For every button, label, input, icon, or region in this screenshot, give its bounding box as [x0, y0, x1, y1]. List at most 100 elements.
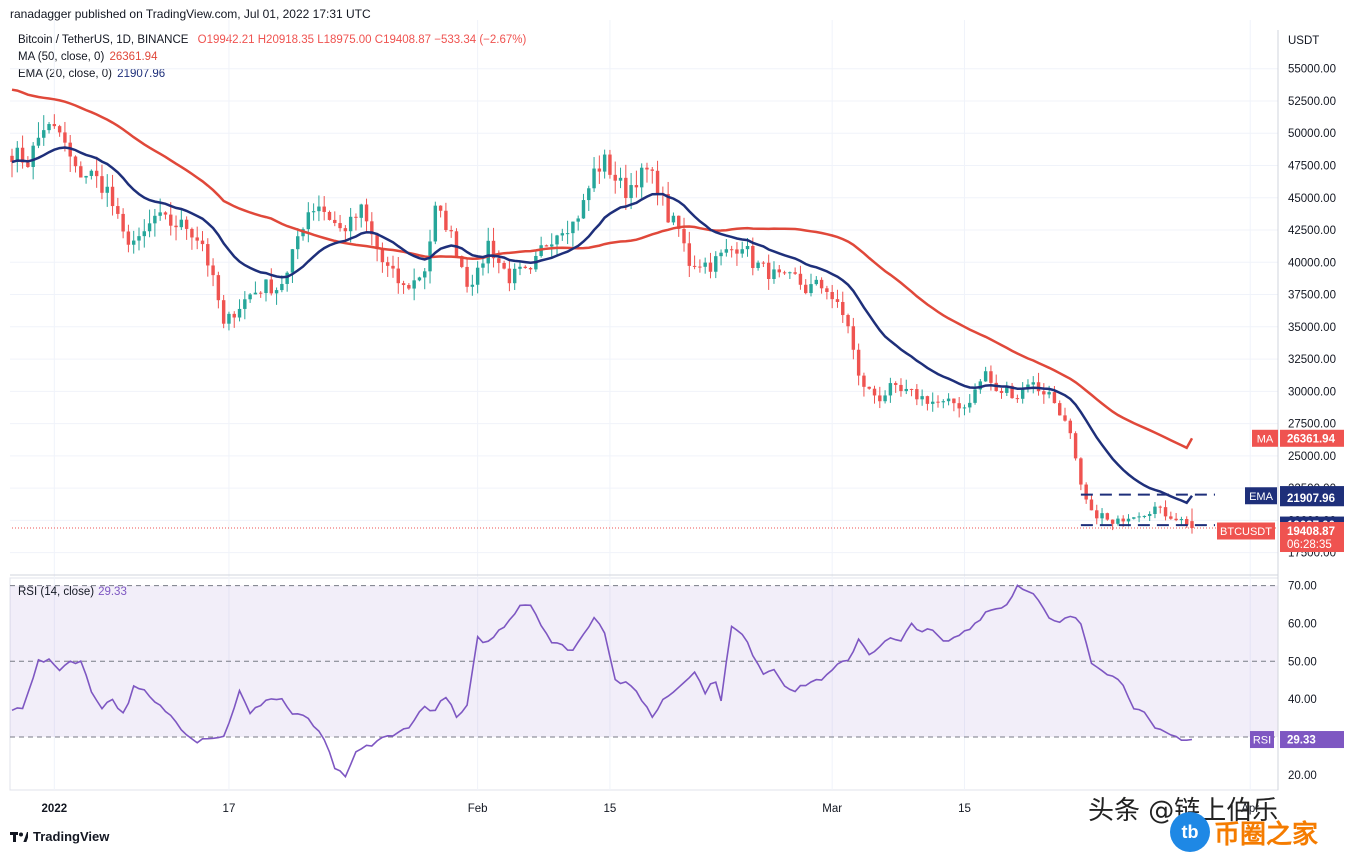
candle-body: [417, 277, 422, 281]
candle-body: [1110, 519, 1115, 524]
ema-price-tag: 21907.96: [1287, 493, 1335, 505]
candle-body: [793, 272, 797, 274]
candle-body: [1052, 392, 1057, 404]
candle-body: [655, 170, 660, 194]
candle-body: [1073, 433, 1078, 459]
price-tick-label: 27500.00: [1288, 419, 1336, 431]
candle-body: [327, 211, 332, 220]
candle-body: [1047, 392, 1051, 395]
candle-body: [63, 132, 67, 143]
candle-body: [1147, 514, 1152, 516]
ma-price-tag: 26361.94: [1287, 433, 1336, 445]
candle-body: [724, 249, 729, 253]
candle-body: [121, 213, 125, 232]
candle-body: [158, 212, 162, 216]
time-tick-label: Apr: [1241, 803, 1259, 815]
candle-body: [883, 395, 887, 402]
candle-body: [142, 231, 146, 237]
candle-body: [698, 266, 702, 268]
candle-body: [269, 279, 273, 294]
ma-legend[interactable]: MA (50, close, 0) 26361.94: [18, 51, 157, 63]
candle-body: [576, 218, 580, 222]
btc-price-tag: 19408.87: [1287, 526, 1335, 538]
rsi-legend[interactable]: RSI (14, close) 29.33: [18, 586, 127, 598]
candle-body: [47, 124, 51, 131]
time-tick-label: Feb: [468, 803, 488, 815]
candle-body: [290, 249, 295, 273]
time-tick-label: 2022: [42, 803, 68, 815]
candle-body: [772, 269, 776, 279]
candle-body: [592, 168, 596, 189]
candle-body: [766, 262, 771, 279]
candle-body: [650, 169, 654, 171]
ma-side-tag-bg: [1252, 429, 1278, 447]
candle-body: [968, 402, 972, 408]
candle-body: [380, 249, 385, 263]
candle-body: [830, 291, 834, 300]
candle-body: [15, 147, 20, 162]
candle-body: [131, 240, 136, 245]
candle-body: [1163, 507, 1168, 517]
candle-body: [423, 271, 427, 278]
candle-body: [491, 240, 496, 259]
candle-body: [280, 283, 284, 291]
candle-body: [735, 249, 739, 254]
symbol-name[interactable]: Bitcoin / TetherUS, 1D, BINANCE: [18, 34, 189, 46]
candle-body: [317, 206, 321, 212]
ema-legend[interactable]: EMA (20, close, 0) 21907.96: [18, 68, 165, 80]
candle-body: [1153, 506, 1157, 515]
candle-body: [999, 390, 1004, 393]
candle-body: [285, 272, 289, 284]
price-tick-label: 35000.00: [1288, 322, 1336, 334]
candle-body: [137, 236, 141, 241]
ma-price-tag-bg: [1280, 429, 1344, 447]
candle-body: [296, 236, 300, 250]
candle-body: [1121, 518, 1125, 522]
candle-body: [962, 407, 967, 409]
candle-body: [126, 231, 131, 245]
rsi-tick-label: 40.00: [1288, 694, 1317, 706]
candle-body: [777, 269, 781, 273]
candle-body: [952, 398, 956, 404]
candle-body: [798, 273, 803, 285]
publisher-line: ranadagger published on TradingView.com,…: [10, 7, 371, 21]
candle-body: [10, 155, 14, 162]
price-tick-label: 45000.00: [1288, 193, 1336, 205]
candle-body: [714, 256, 718, 272]
tradingview-footer[interactable]: TradingView: [10, 829, 109, 844]
candle-body: [264, 279, 268, 294]
candle-body: [555, 235, 559, 245]
candle-body: [708, 262, 713, 272]
candle-body: [184, 219, 189, 229]
ema-legend-value: 21907.96: [117, 68, 166, 80]
candle-body: [856, 349, 861, 376]
candle-body: [1026, 384, 1030, 389]
watermark-site: 币圈之家: [1214, 819, 1319, 850]
candle-body: [618, 177, 623, 181]
rsi-value-tag: 29.33: [1287, 735, 1316, 747]
candle-body: [1010, 385, 1014, 399]
candle-body: [560, 233, 565, 236]
candle-body: [433, 205, 438, 242]
candle-body: [825, 288, 829, 292]
candle-body: [401, 283, 406, 286]
price-tick-label: 50000.00: [1288, 128, 1336, 140]
candle-body: [597, 168, 602, 172]
candle-body: [835, 299, 840, 302]
rsi-tick-label: 50.00: [1288, 656, 1317, 668]
candle-body: [84, 175, 88, 178]
candle-body: [364, 204, 369, 222]
candle-body: [370, 221, 374, 235]
candle-body: [761, 262, 766, 264]
btcusdt-side-tag: BTCUSDT: [1220, 526, 1272, 538]
candles: [10, 114, 1194, 534]
candle-body: [354, 216, 358, 218]
candle-body: [444, 210, 448, 231]
candle-body: [1132, 517, 1136, 519]
candle-body: [528, 267, 533, 270]
candle-body: [1063, 415, 1067, 421]
candle-body: [311, 211, 316, 213]
candle-body: [645, 167, 649, 170]
watermark-badge: tb: [1170, 812, 1210, 852]
